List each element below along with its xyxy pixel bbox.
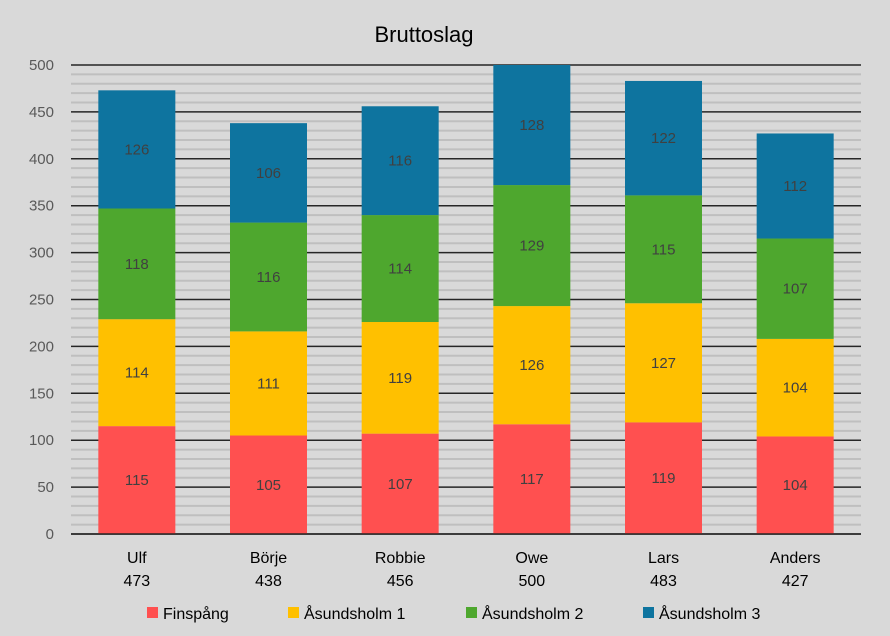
x-total-label: 456 [387,573,414,590]
bar-stack-lars: 119 127 115 122 [625,80,702,534]
y-tick-label: 350 [29,198,54,215]
y-tick-label: 50 [37,479,54,496]
y-tick-label: 400 [29,151,54,168]
y-tick-label: 200 [29,338,54,355]
bar-segment [98,426,176,534]
bar-segment [361,215,439,323]
bar-segment [756,238,834,339]
data-label: 126 [519,357,544,374]
data-label: 114 [125,365,149,382]
legend: Finspång Åsundsholm 1 Åsundsholm 2 Åsundsho… [147,604,760,623]
x-tick-label: Robbie [375,550,426,567]
data-label: 106 [256,165,281,182]
bar-segment [493,65,571,186]
bar-segment [625,303,702,423]
data-label: 122 [651,130,676,147]
legend-swatch [643,607,654,618]
x-tick-label: Lars [648,550,679,567]
data-label: 119 [652,470,676,487]
y-tick-label: 100 [29,432,54,449]
y-tick-label: 0 [46,526,54,543]
bar-segment [625,80,702,196]
x-total-label: 500 [518,573,545,590]
legend-swatch [147,607,158,618]
legend-item: Åsundsholm 3 [643,604,760,623]
legend-label: Åsundsholm 1 [304,604,405,623]
data-label: 127 [651,355,676,372]
legend-item: Åsundsholm 2 [466,604,583,623]
bar-segment [625,195,702,304]
bar-segment [756,338,834,437]
y-tick-label: 300 [29,245,54,262]
data-label: 117 [520,471,544,488]
y-tick-label: 450 [29,104,54,121]
bar-segment [756,133,834,239]
legend-label: Åsundsholm 3 [659,604,760,623]
chart-title: Bruttoslag [374,22,473,47]
x-total-label: 483 [650,573,677,590]
bar-segment [625,422,702,534]
data-label: 107 [783,281,808,298]
bar-segment [493,424,571,534]
y-axis: 0 50 100 150 200 250 300 350 400 450 500 [29,57,54,543]
x-total-label: 473 [123,573,150,590]
data-label: 116 [388,153,412,170]
bar-segment [230,435,307,534]
data-label: 115 [652,241,676,258]
bar-segment [98,90,176,209]
bar-segment [493,185,571,307]
x-tick-label: Ulf [127,550,147,567]
bars: 1151141181261051111161061071191141161171… [98,65,834,534]
bar-stack-ulf: 115 114 118 126 [98,90,176,534]
legend-item: Åsundsholm 1 [288,604,405,623]
x-total-label: 438 [255,573,282,590]
data-label: 107 [388,476,413,493]
x-tick-label: Anders [770,550,821,567]
data-label: 128 [519,117,544,134]
bar-segment [230,222,307,332]
legend-label: Åsundsholm 2 [482,604,583,623]
x-tick-label: Owe [515,550,548,567]
bar-segment [98,208,176,320]
data-label: 129 [519,238,544,255]
data-label: 104 [783,477,808,494]
bar-segment [361,106,439,216]
data-label: 111 [257,375,280,392]
x-total-label: 427 [782,573,809,590]
x-axis: Ulf 473 Börje 438 Robbie 456 Owe 500 Lars 483 Ande… [71,533,861,590]
data-label: 126 [124,141,149,158]
data-label: 114 [388,261,412,278]
bar-segment [493,306,571,425]
legend-swatch [466,607,477,618]
bar-segment [230,331,307,436]
y-tick-label: 250 [29,292,54,309]
data-label: 115 [125,472,149,489]
bar-segment [361,322,439,434]
bar-stack-robbie: 107 119 114 116 [361,106,439,534]
bar-segment [98,319,176,427]
bar-stack-anders: 104 104 107 112 [756,133,834,534]
data-label: 119 [388,370,412,387]
data-label: 116 [257,269,281,286]
bar-stack-börje: 105 111 116 106 [230,123,307,534]
y-tick-label: 500 [29,57,54,74]
data-label: 112 [783,178,807,195]
bar-segment [230,123,307,223]
data-label: 105 [256,477,281,494]
gridlines [71,64,861,535]
legend-item: Finspång [147,605,229,623]
data-label: 118 [125,256,149,273]
y-tick-label: 150 [29,385,54,402]
bar-segment [756,436,834,534]
data-label: 104 [783,380,808,397]
bar-segment [361,433,439,534]
x-tick-label: Börje [250,550,287,567]
legend-swatch [288,607,299,618]
legend-label: Finspång [163,605,229,623]
bar-stack-owe: 117 126 129 128 [493,65,571,534]
